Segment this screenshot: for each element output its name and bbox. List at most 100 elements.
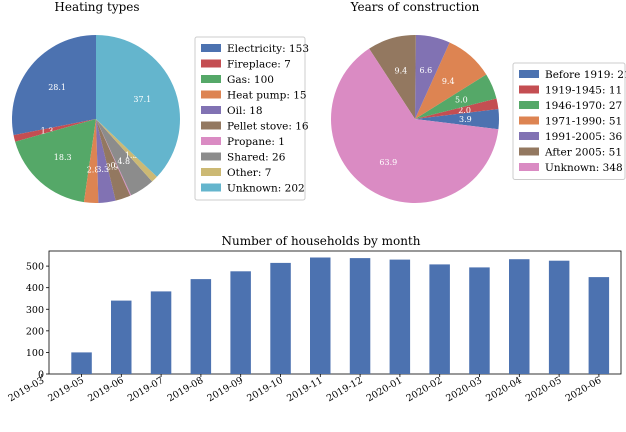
construction-legend-swatch-unknown bbox=[519, 163, 539, 171]
construction-pct-label-before-1919: 3.9 bbox=[459, 115, 472, 124]
heating-slice-heat-pump bbox=[83, 119, 99, 204]
construction-slice-after-2005 bbox=[369, 34, 416, 119]
heating-legend-label-oil: Oil: 18 bbox=[227, 105, 263, 117]
heating-legend-swatch-unknown bbox=[201, 183, 221, 192]
construction-legend-swatch-1971-1990 bbox=[519, 116, 539, 125]
bar-2019-12 bbox=[349, 258, 371, 374]
construction-slice-1971-1990 bbox=[415, 42, 487, 119]
x-tick-label-2020-06: 2020-06 bbox=[564, 375, 604, 404]
construction-legend-swatch-before-1919 bbox=[519, 70, 539, 78]
construction-legend-label-after-2005: After 2005: 51 bbox=[544, 147, 622, 159]
heating-types-pie: 28.11.318.32.83.32.90.24.81.337.1 bbox=[11, 35, 181, 204]
bar-plot-frame bbox=[48, 250, 622, 375]
bar-2020-04 bbox=[509, 259, 530, 374]
heating-slice-pellet-stove bbox=[96, 119, 131, 201]
heating-legend-swatch-shared bbox=[201, 152, 221, 161]
x-tick-label-2019-08: 2019-08 bbox=[166, 375, 206, 404]
heating-legend-swatch-other bbox=[201, 168, 221, 176]
bar-2019-08 bbox=[190, 279, 212, 374]
bar-2020-01 bbox=[389, 259, 411, 374]
x-tick-label-2020-02: 2020-02 bbox=[405, 375, 445, 404]
construction-slice-unknown bbox=[330, 48, 499, 203]
years-of-construction-title: Years of construction bbox=[350, 0, 480, 14]
construction-legend-label-1971-1990: 1971-1990: 51 bbox=[545, 116, 622, 128]
heating-legend-swatch-pellet-stove bbox=[201, 121, 221, 130]
heating-legend-swatch-oil bbox=[201, 106, 221, 114]
heating-pct-label-gas: 18.3 bbox=[54, 153, 72, 162]
construction-legend-label-unknown: Unknown: 348 bbox=[545, 162, 623, 174]
heating-legend-label-fireplace: Fireplace: 7 bbox=[227, 59, 291, 71]
heating-pct-label-heat-pump: 2.8 bbox=[87, 165, 100, 174]
heating-legend-label-gas: Gas: 100 bbox=[227, 74, 274, 86]
construction-legend-box bbox=[512, 62, 626, 180]
heating-pct-label-unknown: 37.1 bbox=[133, 95, 151, 104]
heating-legend-label-electricity: Electricity: 153 bbox=[227, 43, 309, 55]
heating-legend-box bbox=[194, 36, 306, 201]
x-tick-label-2020-03: 2020-03 bbox=[444, 375, 484, 404]
construction-slice-1991-2005 bbox=[415, 35, 450, 119]
heating-types-legend: Electricity: 153 Fireplace: 7 Gas: 100 Heat… bbox=[194, 36, 309, 201]
bar-2019-10 bbox=[270, 262, 291, 374]
years-of-construction-legend: Before 1919: 21 1919-1945: 11 1946-1970: 2… bbox=[512, 62, 626, 180]
bar-2019-05 bbox=[71, 352, 92, 374]
heating-pct-label-oil: 3.3 bbox=[96, 165, 109, 174]
years-of-construction-pie: 3.92.05.09.46.69.463.9 bbox=[330, 34, 499, 203]
heating-pct-label-shared: 4.8 bbox=[117, 157, 130, 166]
bar-2019-07 bbox=[150, 291, 172, 374]
heating-legend-swatch-gas bbox=[201, 75, 221, 83]
y-tick-label-500: 500 bbox=[26, 262, 44, 273]
heating-pct-label-electricity: 28.1 bbox=[48, 83, 66, 92]
x-tick-label-2020-01: 2020-01 bbox=[365, 375, 405, 404]
bar-2020-02 bbox=[429, 264, 450, 374]
heating-pct-label-other: 1.3 bbox=[125, 151, 138, 160]
construction-legend-label-1991-2005: 1991-2005: 36 bbox=[545, 131, 623, 143]
y-tick-label-100: 100 bbox=[26, 348, 44, 359]
construction-legend-swatch-1991-2005 bbox=[519, 132, 539, 140]
construction-slice-before-1919 bbox=[415, 108, 499, 130]
bar-2019-11 bbox=[310, 257, 331, 374]
construction-slice-1919-1945 bbox=[415, 98, 499, 119]
construction-legend-label-1919-1945: 1919-1945: 11 bbox=[545, 85, 622, 97]
heating-legend-swatch-propane bbox=[201, 137, 221, 145]
heating-legend-label-shared: Shared: 26 bbox=[227, 152, 286, 164]
heating-legend-label-propane: Propane: 1 bbox=[227, 136, 285, 148]
households-by-month-title: Number of households by month bbox=[222, 234, 421, 248]
heating-pct-label-pellet-stove: 2.9 bbox=[106, 163, 119, 172]
heating-slice-electricity bbox=[11, 35, 97, 136]
heating-slice-shared bbox=[96, 119, 153, 196]
x-tick-label-2020-04: 2020-04 bbox=[484, 375, 524, 404]
heating-slice-other bbox=[96, 119, 157, 182]
heating-slice-fireplace bbox=[13, 119, 97, 142]
y-tick-label-200: 200 bbox=[26, 326, 44, 337]
x-tick-label-2019-10: 2019-10 bbox=[245, 375, 285, 404]
heating-legend-label-pellet-stove: Pellet stove: 16 bbox=[227, 121, 309, 133]
heating-legend-label-heat-pump: Heat pump: 15 bbox=[227, 90, 307, 102]
x-tick-label-2019-07: 2019-07 bbox=[126, 375, 166, 404]
bar-2020-03 bbox=[469, 267, 490, 374]
y-tick-label-400: 400 bbox=[26, 283, 44, 294]
x-tick-label-2020-05: 2020-05 bbox=[524, 375, 564, 404]
construction-pct-label-after-2005: 9.4 bbox=[395, 67, 408, 76]
bar-2019-06 bbox=[111, 300, 132, 374]
heating-legend-swatch-fireplace bbox=[201, 59, 221, 68]
construction-legend-swatch-1946-1970 bbox=[519, 101, 539, 109]
heating-pct-label-fireplace: 1.3 bbox=[41, 127, 54, 136]
construction-legend-label-1946-1970: 1946-1970: 27 bbox=[545, 100, 622, 112]
construction-pct-label-unknown: 63.9 bbox=[379, 158, 397, 167]
heating-legend-label-unknown: Unknown: 202 bbox=[227, 183, 305, 195]
y-tick-label-0: 0 bbox=[38, 370, 44, 381]
construction-pct-label-1919-1945: 2.0 bbox=[458, 106, 471, 115]
x-tick-label-2019-03: 2019-03 bbox=[7, 375, 47, 404]
x-tick-label-2019-06: 2019-06 bbox=[86, 375, 126, 404]
y-tick-label-300: 300 bbox=[26, 305, 44, 316]
construction-pct-label-1971-1990: 9.4 bbox=[442, 77, 455, 86]
heating-slice-gas bbox=[15, 119, 97, 203]
construction-legend-label-before-1919: Before 1919: 21 bbox=[545, 69, 626, 81]
heating-pct-label-propane: 0.2 bbox=[111, 161, 124, 170]
construction-legend-swatch-after-2005 bbox=[519, 147, 539, 156]
x-tick-label-2019-11: 2019-11 bbox=[285, 375, 325, 404]
heating-legend-label-other: Other: 7 bbox=[227, 167, 271, 179]
x-tick-label-2019-05: 2019-05 bbox=[46, 375, 86, 404]
